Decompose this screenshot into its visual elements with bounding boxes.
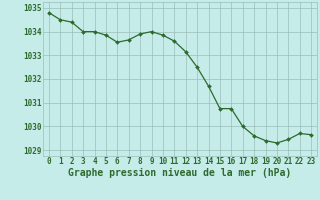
X-axis label: Graphe pression niveau de la mer (hPa): Graphe pression niveau de la mer (hPa) [68,168,292,178]
